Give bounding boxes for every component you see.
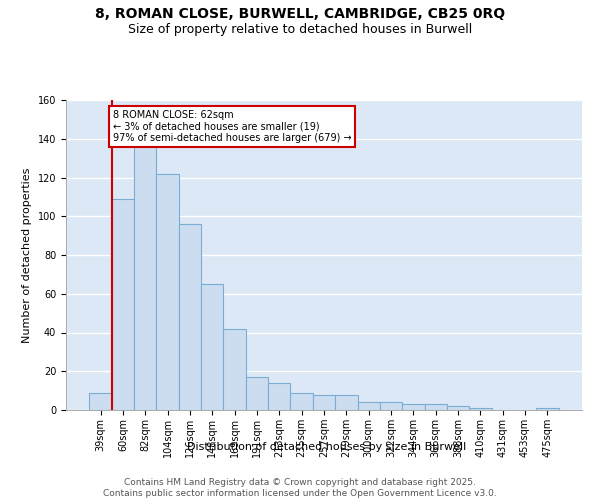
Bar (313, 394, 335, 410)
Bar (201, 284, 223, 410)
Bar (179, 224, 201, 410)
Text: 8 ROMAN CLOSE: 62sqm
← 3% of detached houses are smaller (19)
97% of semi-detach: 8 ROMAN CLOSE: 62sqm ← 3% of detached ho… (113, 110, 352, 143)
Text: Distribution of detached houses by size in Burwell: Distribution of detached houses by size … (187, 442, 467, 452)
Bar (425, 404, 447, 410)
Bar (290, 392, 313, 410)
Bar (380, 402, 402, 410)
Bar (268, 383, 290, 410)
Bar (246, 377, 268, 410)
Bar (447, 406, 469, 410)
Bar (469, 408, 491, 410)
Bar (134, 138, 157, 410)
Y-axis label: Number of detached properties: Number of detached properties (22, 168, 32, 342)
Bar (223, 328, 246, 410)
Bar (358, 402, 380, 410)
Text: Contains HM Land Registry data © Crown copyright and database right 2025.
Contai: Contains HM Land Registry data © Crown c… (103, 478, 497, 498)
Bar (536, 408, 559, 410)
Text: Size of property relative to detached houses in Burwell: Size of property relative to detached ho… (128, 22, 472, 36)
Bar (402, 404, 425, 410)
Bar (112, 199, 134, 410)
Bar (157, 174, 179, 410)
Text: 8, ROMAN CLOSE, BURWELL, CAMBRIDGE, CB25 0RQ: 8, ROMAN CLOSE, BURWELL, CAMBRIDGE, CB25… (95, 8, 505, 22)
Bar (89, 392, 112, 410)
Bar (335, 394, 358, 410)
